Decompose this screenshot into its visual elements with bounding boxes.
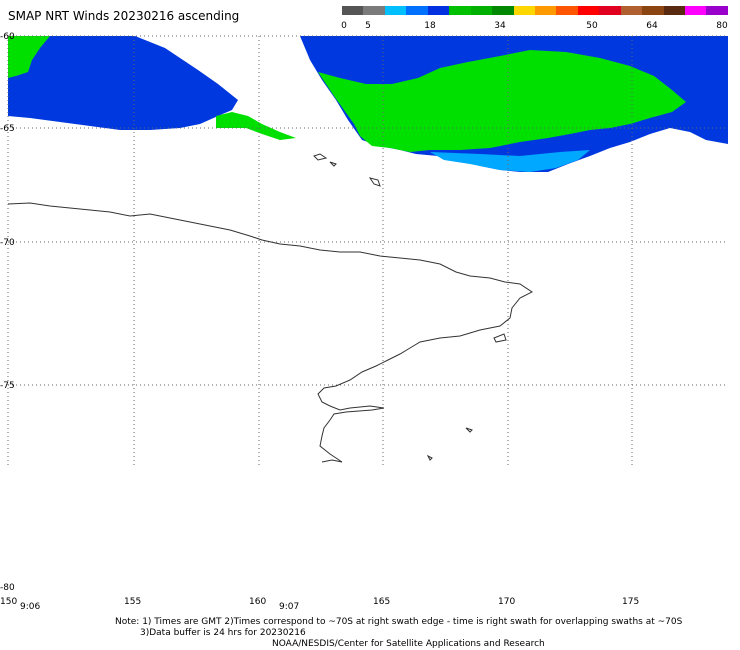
swath-time-label: 9:06 bbox=[20, 602, 40, 612]
legend-label: 18 bbox=[424, 21, 436, 31]
lon-label: 170 bbox=[498, 597, 515, 607]
note-line-1: Note: 1) Times are GMT 2)Times correspon… bbox=[115, 617, 683, 627]
wind-swath-right-green bbox=[318, 50, 686, 152]
lat-label: -70 bbox=[0, 238, 15, 248]
legend-color-swatch bbox=[663, 6, 685, 15]
swath-time-label: 9:07 bbox=[279, 602, 299, 612]
legend-label: 50 bbox=[586, 21, 598, 31]
legend-color-swatch bbox=[492, 6, 514, 15]
grid-lines bbox=[7, 35, 728, 465]
wind-swath-left-blue bbox=[8, 36, 238, 130]
legend-color-swatch bbox=[363, 6, 385, 15]
lon-label: 175 bbox=[622, 597, 639, 607]
legend-label: 34 bbox=[494, 21, 506, 31]
lat-label: -75 bbox=[0, 381, 15, 391]
legend-color-swatch bbox=[706, 6, 728, 15]
legend-label: 64 bbox=[646, 21, 658, 31]
lon-label: 165 bbox=[373, 597, 390, 607]
wind-swath-left-green-top bbox=[8, 36, 50, 78]
legend-color-swatch bbox=[556, 6, 578, 15]
lat-label: -60 bbox=[0, 32, 15, 42]
legend-color-bar bbox=[342, 6, 728, 15]
lon-label: 150 bbox=[0, 597, 17, 607]
antarctic-coastline bbox=[7, 153, 533, 463]
note-line-3: NOAA/NESDIS/Center for Satellite Applica… bbox=[272, 639, 545, 649]
legend-label: 0 bbox=[341, 21, 347, 31]
wind-swath-right-light-blue bbox=[430, 150, 590, 172]
legend-color-swatch bbox=[406, 6, 428, 15]
legend-label: 5 bbox=[365, 21, 371, 31]
legend-color-swatch bbox=[470, 6, 493, 15]
wind-swath-left-green-bottom bbox=[216, 112, 296, 140]
wind-speed-legend: 0 5 18 34 50 64 80 bbox=[341, 6, 728, 36]
legend-color-swatch bbox=[534, 6, 557, 15]
map-title: SMAP NRT Winds 20230216 ascending bbox=[8, 9, 240, 23]
note-line-2: 3)Data buffer is 24 hrs for 20230216 bbox=[140, 628, 306, 638]
lon-label: 155 bbox=[124, 597, 141, 607]
legend-color-swatch bbox=[577, 6, 600, 15]
legend-color-swatch bbox=[685, 6, 707, 15]
legend-color-swatch bbox=[427, 6, 450, 15]
legend-color-swatch bbox=[384, 6, 407, 15]
legend-color-swatch bbox=[449, 6, 471, 15]
legend-color-swatch bbox=[620, 6, 643, 15]
legend-color-swatch bbox=[513, 6, 535, 15]
legend-label: 80 bbox=[716, 21, 728, 31]
lon-label: 160 bbox=[249, 597, 266, 607]
legend-color-swatch bbox=[342, 6, 364, 15]
legend-color-swatch bbox=[642, 6, 664, 15]
legend-color-swatch bbox=[599, 6, 621, 15]
lat-label: -65 bbox=[0, 124, 15, 134]
lat-label: -80 bbox=[0, 583, 15, 593]
